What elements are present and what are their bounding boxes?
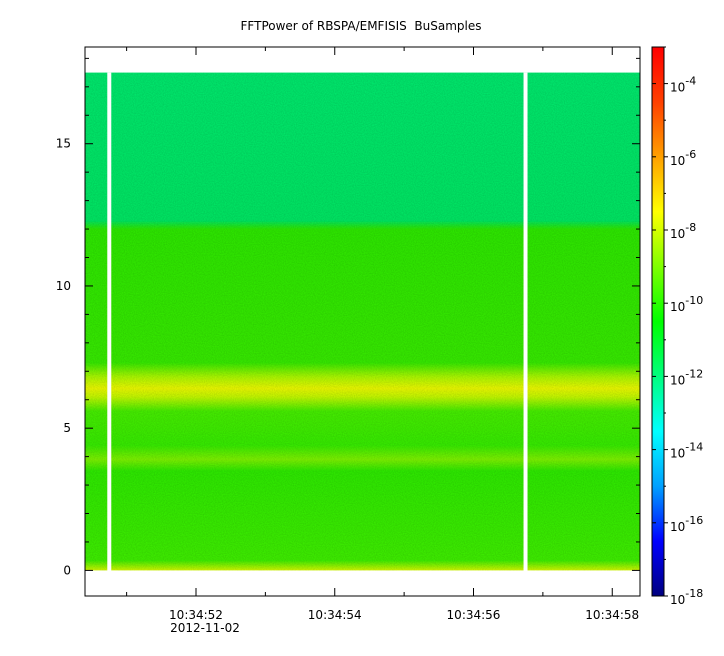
x-tick-label-0: 10:34:52 — [169, 608, 223, 622]
y-axis: 0 5 10 15 — [56, 57, 640, 577]
colorbar: 10-4 10-6 10-8 10-10 10-12 10-14 10-16 10-18 — [651, 46, 703, 607]
colorbar-tick-label-6: 10-16 — [670, 514, 703, 534]
y-tick-label-3: 15 — [56, 137, 71, 151]
data-gap-1 — [523, 72, 528, 572]
y-tick-label-2: 10 — [56, 279, 71, 293]
data-gap-0 — [107, 72, 112, 572]
x-axis-date-label: 2012-11-02 — [170, 621, 240, 635]
colorbar-tick-label-0: 10-4 — [670, 75, 696, 95]
colorbar-tick-label-3: 10-10 — [670, 294, 703, 314]
y-tick-label-0: 0 — [63, 563, 71, 577]
spectrogram-image — [85, 72, 640, 571]
plot-border — [84, 46, 641, 597]
colorbar-gradient — [652, 47, 664, 596]
colorbar-tick-label-4: 10-12 — [670, 367, 703, 387]
x-tick-label-2: 10:34:56 — [447, 608, 501, 622]
colorbar-tick-label-1: 10-6 — [670, 148, 696, 168]
x-tick-label-1: 10:34:54 — [308, 608, 362, 622]
chart-title: FFTPower of RBSPA/EMFISIS BuSamples — [241, 19, 482, 33]
plot-area — [84, 46, 641, 597]
colorbar-tick-label-2: 10-8 — [670, 221, 696, 241]
y-tick-label-1: 5 — [63, 421, 71, 435]
colorbar-tick-label-7: 10-18 — [670, 587, 703, 607]
colorbar-tick-label-5: 10-14 — [670, 441, 703, 461]
x-axis: 10:34:52 10:34:54 10:34:56 10:34:58 — [126, 47, 639, 622]
colorbar-border — [651, 46, 665, 597]
x-tick-label-3: 10:34:58 — [585, 608, 639, 622]
